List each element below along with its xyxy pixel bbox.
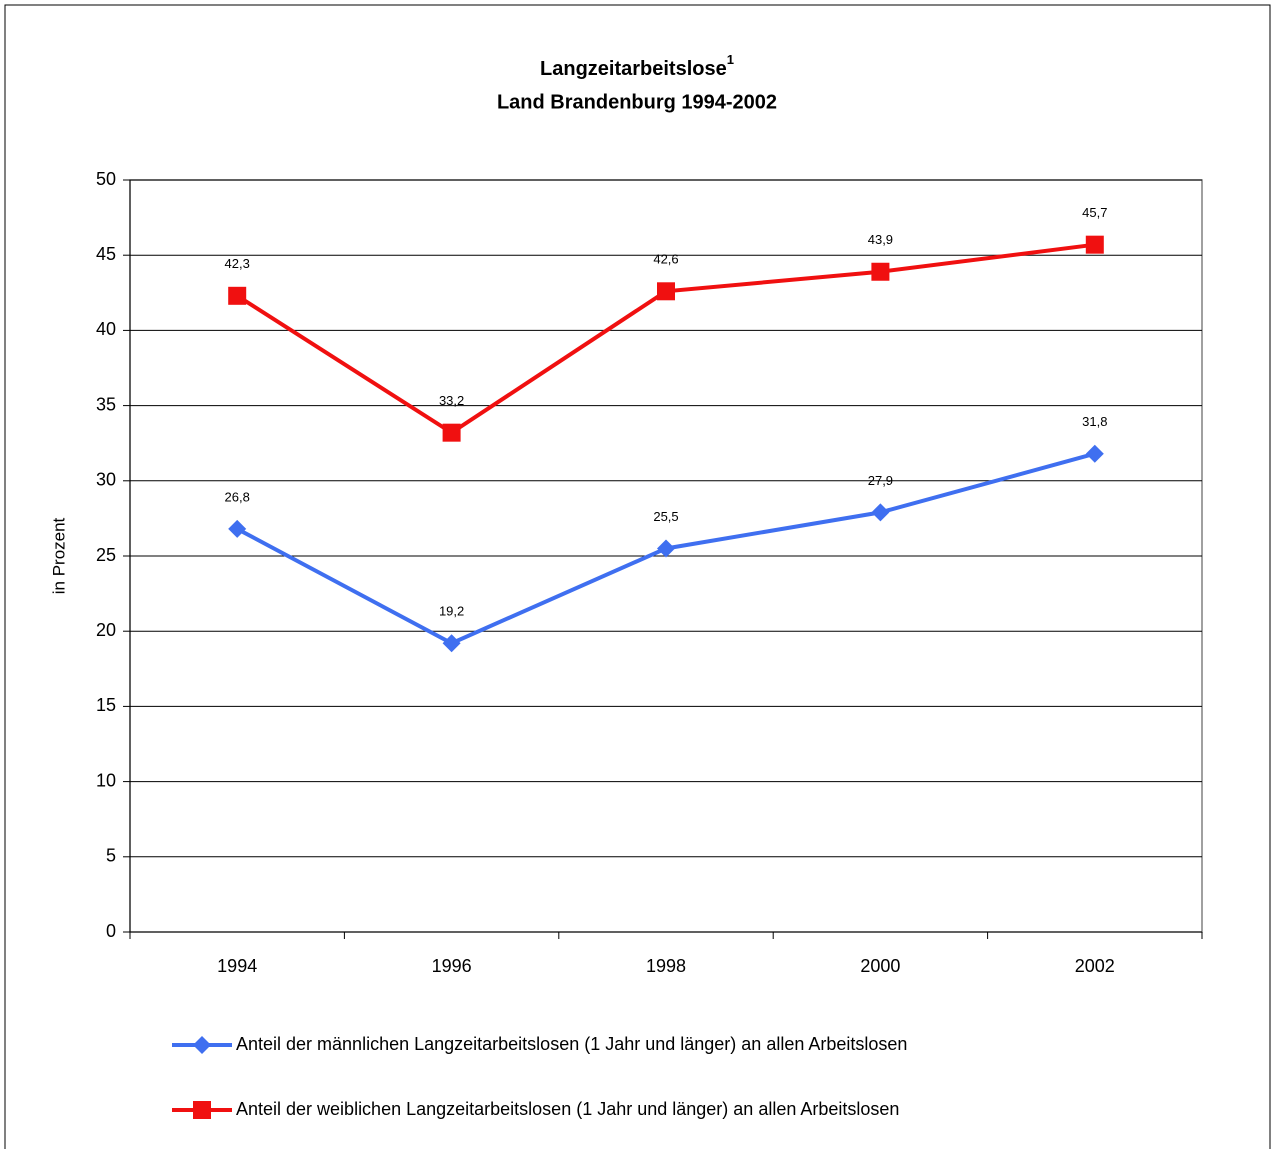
data-label: 31,8 [1082,414,1107,429]
data-label: 42,3 [225,256,250,271]
x-tick-label: 1994 [217,956,257,976]
title-superscript: 1 [727,52,734,67]
marker [228,519,247,538]
y-tick-label: 10 [96,770,116,790]
y-axis-label: in Prozent [49,517,68,594]
y-tick-label: 30 [96,470,116,490]
chart-subtitle: Land Brandenburg 1994-2002 [497,91,777,113]
x-tick-label: 2002 [1075,956,1115,976]
title-text: Langzeitarbeitslose [540,58,727,80]
data-label: 33,2 [439,393,464,408]
marker [657,539,675,558]
marker [1085,444,1104,463]
y-tick-label: 5 [106,846,116,866]
marker [193,1036,211,1054]
y-tick-label: 0 [106,921,116,941]
marker [1085,235,1104,254]
chart-border [4,4,1271,1149]
marker [871,503,890,522]
chart-title: Langzeitarbeitslose1 [540,52,734,80]
y-tick-label: 50 [96,169,116,189]
y-tick-label: 40 [96,319,116,339]
y-tick-label: 35 [96,394,116,414]
marker [442,423,461,442]
x-tick-label: 2000 [860,956,900,976]
data-label: 25,5 [653,509,678,524]
marker [657,282,675,301]
data-label: 26,8 [225,489,250,504]
y-tick-label: 45 [96,244,116,264]
marker [193,1101,211,1119]
data-label: 27,9 [868,473,893,488]
y-tick-label: 15 [96,695,116,715]
data-label: 45,7 [1082,205,1107,220]
data-label: 19,2 [439,604,464,619]
data-label: 43,9 [868,232,893,247]
legend-label: Anteil der männlichen Langzeitarbeitslos… [236,1034,907,1054]
y-tick-label: 25 [96,545,116,565]
legend-label: Anteil der weiblichen Langzeitarbeitslos… [236,1099,899,1119]
data-label: 42,6 [653,252,678,267]
y-tick-label: 20 [96,620,116,640]
marker [228,286,247,305]
x-tick-label: 1996 [432,956,472,976]
x-tick-label: 1998 [646,956,686,976]
marker [871,262,890,281]
marker [442,634,461,653]
